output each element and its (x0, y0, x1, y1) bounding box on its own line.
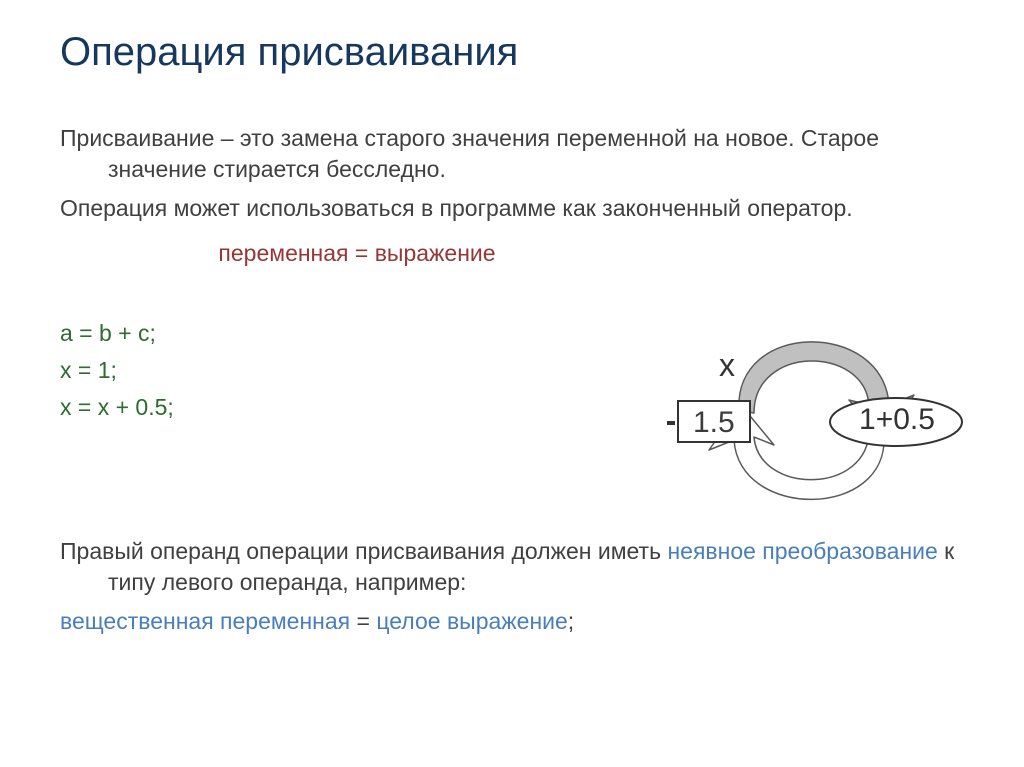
slide-title: Операция присваивания (60, 30, 974, 75)
assignment-diagram: x 1.5 1+0.5 (649, 265, 969, 555)
paragraph-2: Операция может использоваться в программ… (60, 193, 974, 224)
expression-text: 1+0.5 (852, 403, 942, 437)
x-label: x (719, 347, 735, 384)
tick-mark (667, 421, 675, 425)
last-end: ; (568, 608, 574, 634)
last-line: вещественная переменная = целое выражени… (60, 606, 974, 637)
para3-pre: Правый операнд операции присваивания дол… (60, 538, 667, 564)
paragraph-1: Присваивание – это замена старого значен… (60, 123, 974, 185)
variable-box: 1.5 (677, 400, 751, 443)
last-blue1: вещественная переменная (60, 608, 350, 634)
last-blue2: целое выражение (376, 608, 567, 634)
last-mid: = (350, 608, 376, 634)
